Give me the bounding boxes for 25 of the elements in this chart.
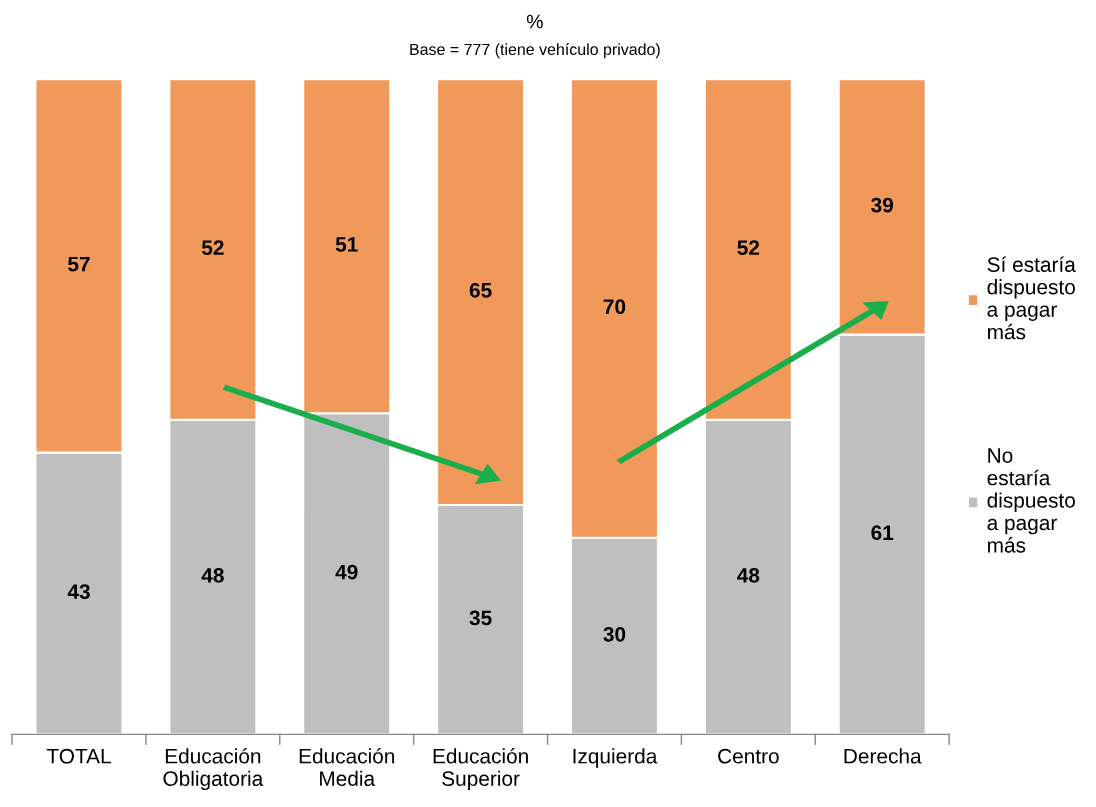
data-label: 61 [871,525,894,541]
x-tick-label: Centro [718,748,779,764]
data-label: 39 [871,197,894,213]
data-label: 51 [335,237,358,252]
x-tick-label: Educación Media [299,748,395,786]
x-tick-label: Izquierda [573,748,658,768]
data-label: 52 [737,240,760,256]
chart-subtitle: Base = 777 (tiene vehículo privado) [410,43,660,59]
legend-label: No estaría dispuesto a pagar más [987,448,1075,553]
data-label: 52 [201,240,224,256]
data-label: 65 [469,282,492,298]
x-tick-label: Educación Obligatoria [163,748,264,791]
data-label: 30 [603,626,626,642]
legend-label: Sí estaría dispuesto a pagar más [987,256,1076,340]
chart-title: % [526,14,543,29]
x-tick-label: Educación Superior [433,748,528,791]
x-tick-label: TOTAL [46,748,111,764]
data-label: 35 [469,610,492,626]
data-label: 48 [201,567,224,583]
x-tick-label: Derecha [844,748,922,764]
data-label: 49 [335,564,358,580]
data-label: 70 [603,299,626,315]
data-label: 43 [67,584,90,600]
data-label: 48 [737,567,760,583]
data-label: 57 [68,256,90,272]
